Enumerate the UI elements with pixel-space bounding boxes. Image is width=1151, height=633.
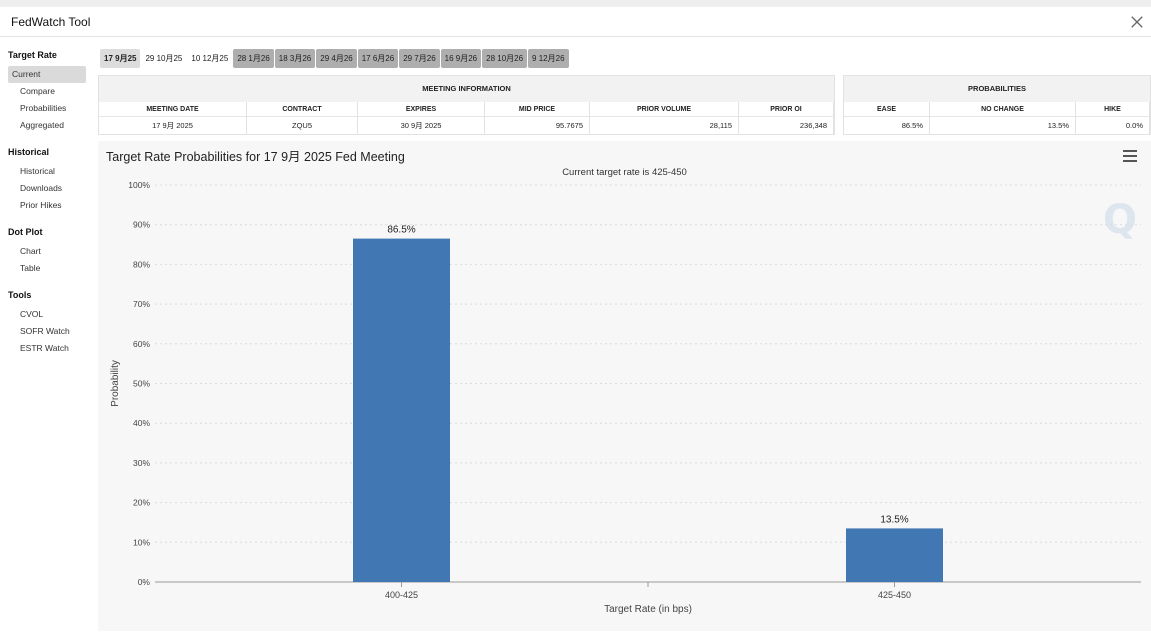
probability-bar-chart: 0% 10% 20% 30% 40% 50% 60% 70% 80% 90% 100% 86.5% 40… — [110, 180, 1141, 615]
x-tick-label: 400-425 — [385, 590, 418, 600]
y-tick-label: 70% — [133, 299, 150, 309]
y-tick-label: 90% — [133, 220, 150, 230]
sidebar-item-prior-hikes[interactable]: Prior Hikes — [20, 200, 62, 210]
table-column: PRIOR VOLUME 28,115 — [590, 102, 739, 134]
sidebar-heading: Tools — [8, 290, 32, 300]
tab-meeting-date[interactable]: 29 7月26 — [399, 49, 440, 68]
tab-meeting-date[interactable]: 29 10月25 — [141, 49, 187, 68]
tab-meeting-date[interactable]: 17 6月26 — [357, 49, 399, 68]
y-tick-label: 20% — [133, 498, 150, 508]
sidebar-heading: Historical — [8, 147, 50, 157]
table-value-cell: 30 9月 2025 — [358, 117, 485, 134]
bar-data-label: 86.5% — [387, 225, 415, 236]
y-tick-label: 10% — [133, 537, 150, 547]
bar-data-label: 13.5% — [880, 514, 908, 525]
meeting-information-title: MEETING INFORMATION — [422, 84, 511, 93]
chart-subtitle: Current target rate is 425-450 — [562, 167, 687, 178]
tab-meeting-date[interactable]: 28 1月26 — [233, 49, 274, 68]
sidebar-nav: Target Rate Current Compare Probabilities Ag… — [0, 48, 95, 368]
table-column: MID PRICE 95.7675 — [485, 102, 590, 134]
top-strip — [0, 0, 1151, 7]
y-tick-label: 30% — [133, 458, 150, 468]
bar[interactable] — [846, 528, 943, 582]
table-value-cell: 86.5% — [844, 117, 930, 134]
sidebar-item-current[interactable]: Current — [8, 66, 86, 83]
probabilities-table: EASE 86.5% NO CHANGE 13.5% HIKE 0.0% — [844, 102, 1150, 134]
tab-meeting-date[interactable]: 10 12月25 — [187, 49, 233, 68]
y-tick-label: 60% — [133, 339, 150, 349]
app-title: FedWatch Tool — [11, 15, 91, 29]
sidebar-item-historical[interactable]: Historical — [20, 166, 55, 176]
table-column: NO CHANGE 13.5% — [930, 102, 1076, 134]
sidebar-item-aggregated[interactable]: Aggregated — [20, 120, 64, 130]
table-value-cell: 236,348 — [739, 117, 834, 134]
tab-meeting-date[interactable]: 28 10月26 — [482, 49, 528, 68]
sidebar-heading: Target Rate — [8, 50, 57, 60]
table-header-cell: MID PRICE — [485, 102, 590, 117]
table-column: MEETING DATE 17 9月 2025 — [99, 102, 247, 134]
app-header: FedWatch Tool — [0, 7, 1151, 37]
table-value-cell: 95.7675 — [485, 117, 590, 134]
table-header-cell: CONTRACT — [247, 102, 358, 117]
sidebar-item-cvol[interactable]: CVOL — [20, 309, 44, 319]
sidebar-item-table[interactable]: Table — [20, 263, 41, 273]
table-value-cell: 13.5% — [930, 117, 1076, 134]
sidebar-item-estr-watch[interactable]: ESTR Watch — [20, 343, 69, 353]
y-tick-label: 50% — [133, 379, 150, 389]
table-header-cell: EASE — [844, 102, 930, 117]
meeting-date-tabs: 17 9月25 29 10月25 10 12月25 28 1月26 18 3月26 29 … — [100, 49, 570, 68]
table-column: CONTRACT ZQU5 — [247, 102, 358, 134]
probabilities-panel: PROBABILITIES EASE 86.5% NO CHANGE 13.5% HIK… — [843, 75, 1151, 135]
sidebar-heading: Dot Plot — [8, 227, 43, 237]
chart-panel: Target Rate Probabilities for 17 9月 2025… — [98, 141, 1151, 631]
table-header-cell: PRIOR OI — [739, 102, 834, 117]
table-column: HIKE 0.0% — [1076, 102, 1150, 134]
table-value-cell: 17 9月 2025 — [99, 117, 247, 134]
table-value-cell: 28,115 — [590, 117, 739, 134]
table-header-cell: MEETING DATE — [99, 102, 247, 117]
sidebar-section: Target Rate Current Compare Probabilities Ag… — [0, 48, 95, 134]
sidebar-item-downloads[interactable]: Downloads — [20, 183, 63, 193]
tab-meeting-date[interactable]: 29 4月26 — [316, 49, 357, 68]
table-column: EXPIRES 30 9月 2025 — [358, 102, 485, 134]
y-axis-title: Probability — [110, 360, 121, 407]
y-tick-label: 80% — [133, 259, 150, 269]
table-value-cell: ZQU5 — [247, 117, 358, 134]
x-tick-label: 425-450 — [878, 590, 911, 600]
sidebar-section: Tools CVOL SOFR Watch ESTR Watch — [0, 288, 95, 357]
q-watermark-icon: Q — [1103, 197, 1138, 243]
table-value-cell: 0.0% — [1076, 117, 1150, 134]
tab-meeting-date[interactable]: 16 9月26 — [440, 49, 482, 68]
y-tick-label: 100% — [128, 180, 150, 190]
x-logo-icon[interactable] — [1130, 15, 1144, 29]
chart-title: Target Rate Probabilities for 17 9月 2025… — [106, 150, 405, 164]
bar[interactable] — [353, 238, 450, 582]
sidebar-section: Historical Historical Downloads Prior Hikes — [0, 145, 95, 214]
tab-meeting-date[interactable]: 18 3月26 — [274, 49, 316, 68]
sidebar-section: Dot Plot Chart Table — [0, 225, 95, 277]
tab-meeting-date[interactable]: 17 9月25 — [100, 49, 141, 68]
table-header-cell: HIKE — [1076, 102, 1150, 117]
table-header-cell: NO CHANGE — [930, 102, 1076, 117]
sidebar-item-compare[interactable]: Compare — [20, 86, 55, 96]
x-axis-title: Target Rate (in bps) — [604, 604, 692, 615]
sidebar-item-chart[interactable]: Chart — [20, 246, 41, 256]
tab-meeting-date[interactable]: 9 12月26 — [528, 49, 569, 68]
table-header-cell: PRIOR VOLUME — [590, 102, 739, 117]
meeting-information-panel: MEETING INFORMATION MEETING DATE 17 9月 20… — [98, 75, 835, 135]
probabilities-title: PROBABILITIES — [968, 84, 1026, 93]
table-column: PRIOR OI 236,348 — [739, 102, 834, 134]
sidebar-item-sofr-watch[interactable]: SOFR Watch — [20, 326, 70, 336]
y-tick-label: 40% — [133, 418, 150, 428]
y-tick-label: 0% — [138, 577, 151, 587]
sidebar-item-probabilities[interactable]: Probabilities — [20, 103, 67, 113]
table-column: EASE 86.5% — [844, 102, 930, 134]
meeting-information-table: MEETING DATE 17 9月 2025 CONTRACT ZQU5 EXPIRE… — [99, 102, 834, 134]
table-header-cell: EXPIRES — [358, 102, 485, 117]
hamburger-menu-icon[interactable] — [1123, 150, 1137, 162]
